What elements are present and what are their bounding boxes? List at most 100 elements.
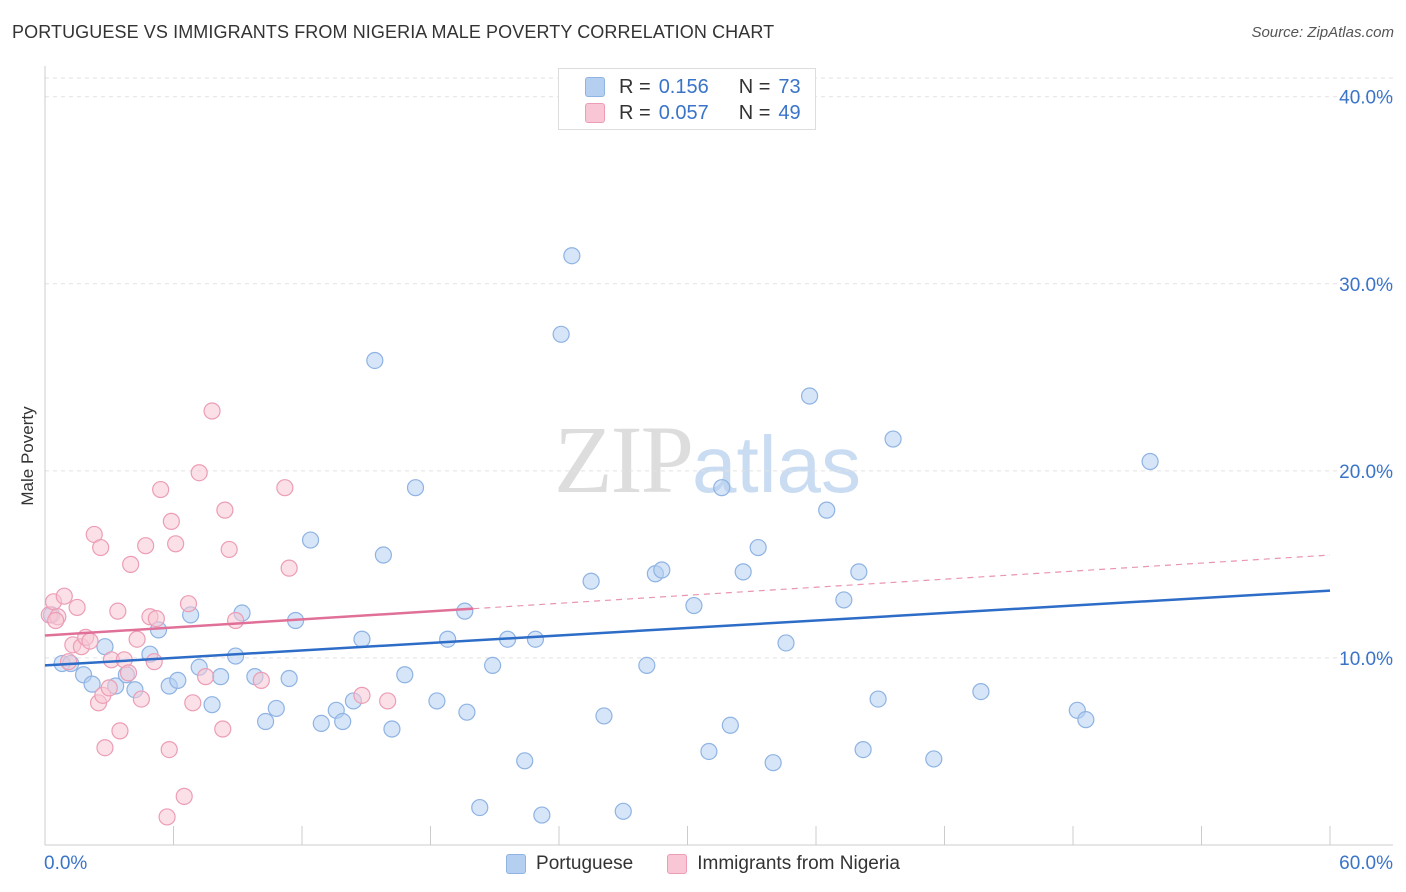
portuguese-point: [439, 630, 457, 648]
legend-row-nigeria: R = 0.057 N = 49: [585, 101, 801, 125]
portuguese-point: [850, 563, 868, 581]
nigeria-point: [175, 787, 193, 805]
legend-swatch-blue: [585, 77, 605, 97]
nigeria-point: [214, 720, 232, 738]
portuguese-point: [854, 740, 872, 759]
portuguese-point: [552, 325, 570, 343]
r-label: R =: [619, 101, 651, 124]
portuguese-point: [777, 634, 795, 652]
nigeria-trendline-extension: [473, 554, 1331, 610]
portuguese-point: [456, 602, 474, 620]
portuguese-point: [563, 247, 581, 265]
nigeria-point: [252, 671, 270, 689]
nigeria-point: [179, 595, 198, 613]
portuguese-point: [638, 656, 656, 675]
nigeria-point: [353, 686, 371, 704]
portuguese-point: [1141, 452, 1159, 471]
nigeria-point: [379, 692, 397, 710]
portuguese-point: [366, 351, 384, 370]
nigeria-point: [100, 679, 118, 697]
portuguese-point: [406, 479, 425, 497]
portuguese-point: [301, 531, 320, 549]
n-label: N =: [738, 75, 771, 98]
watermark-zip: ZIP: [554, 406, 694, 513]
portuguese-point: [383, 720, 401, 738]
portuguese-point: [83, 675, 101, 693]
portuguese-point: [396, 666, 414, 684]
n-value: 49: [778, 101, 801, 124]
nigeria-point: [280, 559, 298, 577]
chart-title: PORTUGUESE VS IMMIGRANTS FROM NIGERIA MA…: [12, 22, 775, 42]
nigeria-point: [137, 537, 155, 555]
nigeria-point: [220, 540, 238, 559]
y-tick-label: 40.0%: [1339, 88, 1393, 109]
portuguese-point: [458, 703, 476, 721]
portuguese-point: [1077, 711, 1095, 729]
portuguese-point: [972, 682, 990, 701]
r-value: 0.057: [658, 101, 709, 124]
portuguese-point: [334, 712, 352, 731]
n-label: N =: [738, 101, 771, 124]
portuguese-point: [484, 656, 502, 675]
n-value: 73: [778, 75, 801, 98]
nigeria-point: [96, 739, 114, 757]
portuguese-point: [169, 671, 187, 689]
portuguese-point: [653, 561, 671, 579]
portuguese-point: [312, 714, 330, 733]
nigeria-point: [227, 611, 245, 630]
r-label: R =: [619, 75, 651, 98]
nigeria-point: [111, 722, 129, 740]
nigeria-point: [59, 653, 78, 671]
nigeria-point: [197, 668, 215, 686]
portuguese-point: [764, 754, 782, 772]
x-tick-label: 60.0%: [1339, 853, 1393, 874]
portuguese-point: [884, 430, 902, 448]
portuguese-point: [516, 752, 534, 770]
nigeria-point: [122, 555, 140, 573]
nigeria-point: [81, 632, 99, 650]
legend-swatch-pink: [667, 854, 688, 874]
nigeria-point: [160, 740, 178, 759]
portuguese-point: [734, 563, 752, 581]
legend-label-nigeria: Immigrants from Nigeria: [697, 853, 900, 874]
portuguese-point: [227, 647, 245, 665]
portuguese-point: [582, 572, 600, 590]
portuguese-point: [280, 669, 298, 688]
nigeria-point: [68, 598, 86, 617]
portuguese-point: [533, 806, 551, 824]
portuguese-point: [713, 479, 731, 497]
nigeria-trendline: [44, 607, 474, 637]
nigeria-point: [145, 653, 163, 671]
y-tick-label: 20.0%: [1339, 462, 1393, 483]
portuguese-point: [526, 630, 545, 648]
nigeria-point: [119, 664, 138, 682]
nigeria-point: [216, 501, 234, 519]
legend-label-portuguese: Portuguese: [536, 853, 634, 874]
portuguese-point: [818, 501, 836, 519]
nigeria-point: [190, 464, 208, 482]
source-label: Source: ZipAtlas.com: [1251, 24, 1394, 41]
legend-item-portuguese[interactable]: Portuguese: [506, 853, 633, 875]
legend-row-portuguese: R = 0.156 N = 73: [585, 75, 801, 99]
r-value: 0.156: [658, 75, 709, 98]
portuguese-trendline: [44, 589, 1331, 667]
nigeria-point: [162, 512, 180, 530]
nigeria-point: [276, 479, 294, 497]
nigeria-point: [128, 630, 146, 648]
portuguese-point: [614, 802, 632, 820]
portuguese-point: [212, 668, 230, 686]
portuguese-point: [800, 387, 819, 405]
portuguese-point: [267, 699, 285, 718]
portuguese-point: [595, 707, 613, 725]
portuguese-point: [869, 690, 887, 708]
nigeria-point: [92, 538, 110, 557]
x-tick-label: 0.0%: [44, 853, 87, 874]
legend-swatch-pink: [585, 103, 605, 123]
watermark: ZIPatlas: [554, 404, 861, 515]
nigeria-point: [55, 587, 73, 605]
nigeria-point: [132, 690, 150, 708]
legend-item-nigeria[interactable]: Immigrants from Nigeria: [667, 853, 900, 875]
nigeria-point: [167, 535, 185, 553]
nigeria-point: [158, 808, 176, 826]
